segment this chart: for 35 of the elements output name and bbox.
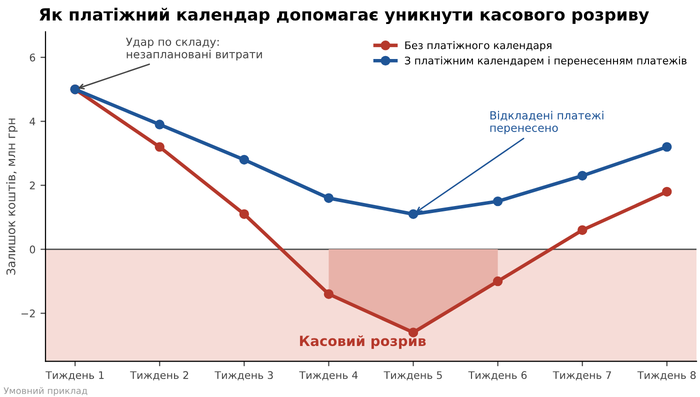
- point: [408, 328, 418, 338]
- point: [324, 289, 334, 299]
- x-tick-label: Тиждень 3: [214, 371, 273, 380]
- x-tick-label: Тиждень 8: [637, 371, 696, 380]
- y-tick-label: 6: [30, 54, 36, 62]
- y-tick-label: 0: [30, 246, 36, 254]
- y-axis-title: Залишок коштів, млн грн: [6, 118, 18, 275]
- x-tick-label: Тиждень 5: [384, 371, 442, 380]
- legend-label: Без платіжного календаря: [405, 41, 552, 52]
- x-tick-label: Тиждень 1: [46, 371, 104, 380]
- legend-label: З платіжним календарем і перенесенням платежів: [404, 56, 687, 67]
- y-tick-label: 2: [30, 182, 35, 190]
- point: [239, 209, 250, 219]
- y-tick-label: 4: [30, 118, 36, 126]
- y-tick-label: −2: [22, 310, 35, 318]
- x-tick-label: Тиждень 2: [130, 371, 188, 380]
- annotation: Касовий розрив: [300, 335, 426, 349]
- point: [408, 209, 418, 219]
- annotation: Відкладені платежі перенесено: [490, 110, 604, 134]
- text: Умовний приклад: [4, 387, 88, 396]
- x-tick-label: Тиждень 6: [468, 371, 527, 380]
- point: [662, 186, 672, 197]
- point: [324, 193, 334, 203]
- chart-title: Як платіжний календар допомагає уникнути касового розриву: [40, 8, 649, 24]
- point: [154, 120, 164, 130]
- point: [239, 154, 250, 165]
- point: [492, 196, 503, 206]
- point: [154, 142, 164, 152]
- x-tick-label: Тиждень 7: [552, 371, 611, 380]
- point: [662, 142, 672, 152]
- annotation: Удар по складу: незаплановані витрати: [126, 38, 262, 61]
- point: [578, 170, 588, 181]
- point: [492, 276, 503, 286]
- point: [578, 225, 588, 235]
- x-tick-label: Тиждень 4: [299, 371, 358, 380]
